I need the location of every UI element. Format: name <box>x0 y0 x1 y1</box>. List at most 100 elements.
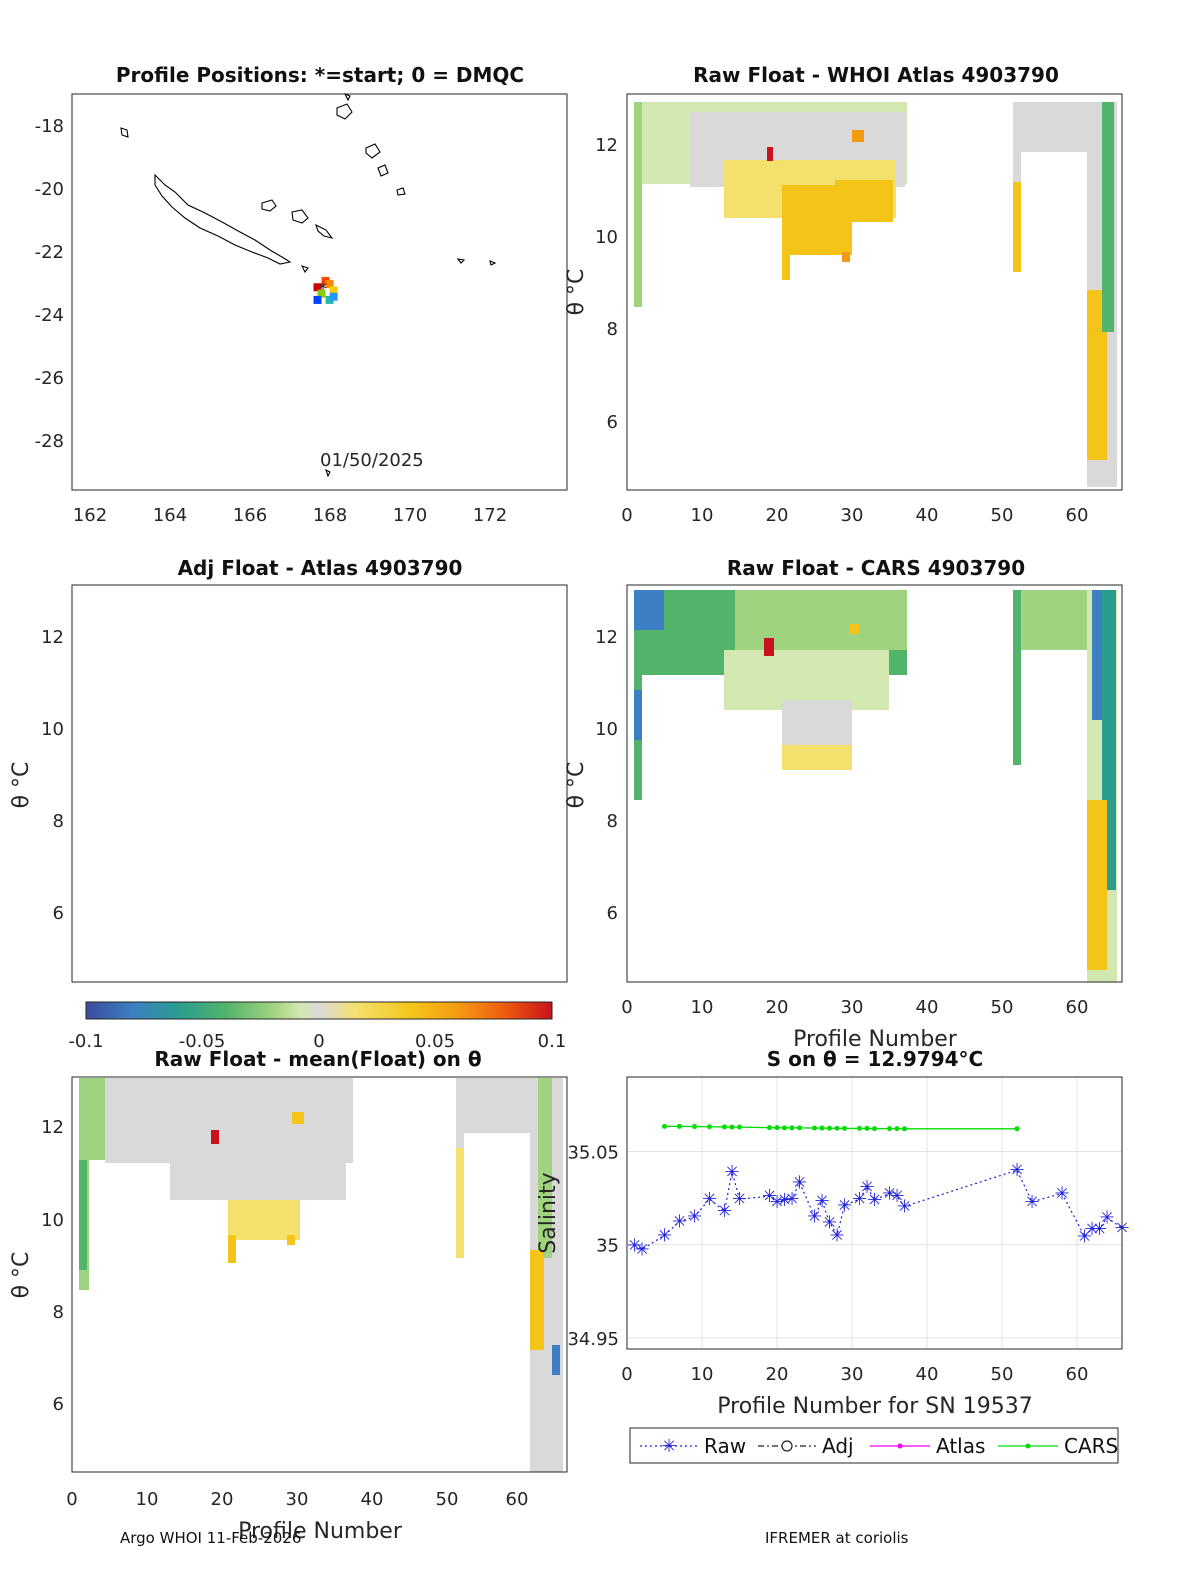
s-point-cars <box>692 1124 697 1130</box>
s-point-cars <box>819 1125 825 1131</box>
s-point-raw: ✳ <box>657 1225 672 1246</box>
s-point-raw: ✳ <box>882 1183 897 1204</box>
s-on-theta-legend: ✳ Raw Adj Atlas CARS <box>629 1427 1119 1464</box>
map-x-tick-label: 168 <box>313 505 347 526</box>
legend-raw-marker: ✳ <box>661 1436 676 1457</box>
s-on-theta-x-ticks: 0 10 20 30 40 50 60 <box>621 1364 1088 1385</box>
s-point-cars <box>707 1124 712 1130</box>
s-point-raw: ✳ <box>867 1190 882 1211</box>
raw-cars-cell <box>1021 590 1091 650</box>
map-float-position <box>313 283 322 292</box>
raw-whoi-y-tick-label: 10 <box>595 227 618 248</box>
s-x-tick-label: 50 <box>991 1364 1014 1385</box>
raw-cars-x-tick-label: 50 <box>991 997 1014 1018</box>
raw-whoi-x-tick-label: 10 <box>691 505 714 526</box>
s-point-raw: ✳ <box>852 1189 867 1210</box>
s-point-raw: ✳ <box>1009 1160 1024 1181</box>
panel-s-on-theta: S on θ = 12.9794°C ✳✳✳✳ ✳✳✳✳✳ ✳✳✳✳✳✳✳✳✳✳ ✳✳… <box>536 1047 1130 1464</box>
s-point-raw: ✳ <box>1084 1219 1099 1240</box>
raw-cars-cell <box>1013 590 1021 765</box>
s-point-raw: ✳ <box>822 1212 837 1233</box>
raw-whoi-cell <box>1021 102 1087 152</box>
raw-whoi-cell <box>634 102 642 307</box>
island-small-5 <box>489 260 497 266</box>
raw-whoi-x-tick-label: 20 <box>766 505 789 526</box>
raw-mean-ylabel: θ °C <box>9 1252 34 1299</box>
raw-mean-cell <box>464 1078 532 1133</box>
raw-mean-y-tick-label: 10 <box>41 1210 64 1231</box>
s-point-cars <box>722 1124 727 1130</box>
raw-whoi-x-ticks: 0 10 20 30 40 50 60 <box>621 505 1088 526</box>
raw-mean-x-tick-label: 0 <box>66 1489 77 1510</box>
s-point-cars <box>834 1125 840 1131</box>
raw-cars-cell <box>782 745 852 770</box>
raw-cars-x-tick-label: 0 <box>621 997 632 1018</box>
raw-cars-y-tick-label: 8 <box>607 811 618 832</box>
s-point-cars <box>774 1125 780 1131</box>
s-point-raw: ✳ <box>807 1207 822 1228</box>
s-point-raw: ✳ <box>1099 1208 1114 1229</box>
s-point-raw: ✳ <box>627 1236 642 1257</box>
s-on-theta-grid <box>626 1077 1122 1349</box>
s-series-line-cars <box>664 1125 1017 1130</box>
island-small-2 <box>300 265 309 274</box>
s-on-theta-ylabel: Salinity <box>536 1172 561 1253</box>
legend-raw-label: Raw <box>704 1434 746 1458</box>
raw-mean-cell <box>211 1130 219 1144</box>
s-point-cars <box>797 1125 802 1131</box>
raw-mean-cell <box>456 1078 464 1258</box>
s-y-tick-label: 35.05 <box>567 1143 619 1164</box>
island-north-1 <box>120 127 129 138</box>
s-point-raw: ✳ <box>1024 1192 1039 1213</box>
s-point-cars <box>842 1125 847 1131</box>
map-coastlines <box>120 92 497 478</box>
colorbar-tick-label: 0.1 <box>538 1031 567 1052</box>
s-point-cars <box>864 1125 870 1131</box>
s-point-cars <box>887 1126 892 1132</box>
new-caledonia-coast <box>154 173 292 265</box>
raw-mean-cell <box>228 1235 236 1263</box>
raw-mean-cell <box>538 1078 552 1258</box>
raw-cars-y-ticks: 6 8 10 12 <box>595 627 618 924</box>
raw-cars-axes-frame <box>626 584 1123 983</box>
s-point-raw: ✳ <box>732 1189 747 1210</box>
island-loyalty-3 <box>315 223 334 239</box>
s-on-theta-series: ✳✳✳✳ ✳✳✳✳✳ ✳✳✳✳✳✳✳✳✳✳ ✳✳✳ ✳✳✳✳✳ ✳✳✳✳✳ ✳ <box>627 1123 1130 1260</box>
panel-raw-whoi: Raw Float - WHOI Atlas 4903790 θ °C 0 10… <box>564 63 1123 526</box>
map-y-tick-label: -24 <box>35 305 64 326</box>
map-y-tick-label: -22 <box>35 242 64 263</box>
map-float-position <box>321 276 330 285</box>
map-y-tick-label: -26 <box>35 368 64 389</box>
map-y-tick-label: -28 <box>35 431 64 452</box>
start-marker: * <box>319 279 327 298</box>
island-vanuatu-3 <box>377 164 389 177</box>
s-on-theta-xlabel: Profile Number for SN 19537 <box>717 1394 1032 1419</box>
s-point-raw: ✳ <box>829 1225 844 1246</box>
s-point-raw: ✳ <box>702 1189 717 1210</box>
s-point-cars <box>894 1126 900 1132</box>
colorbar-tick-label: 0 <box>313 1031 324 1052</box>
raw-cars-cell <box>764 638 774 656</box>
raw-cars-xlabel: Profile Number <box>793 1027 958 1052</box>
s-point-cars <box>782 1125 787 1131</box>
map-title: Profile Positions: *=start; 0 = DMQC <box>116 63 524 87</box>
adj-atlas-y-ticks: 6 8 10 12 <box>41 627 64 924</box>
raw-whoi-x-tick-label: 60 <box>1066 505 1089 526</box>
map-float-positions <box>313 276 338 304</box>
island-loyalty-1 <box>261 199 277 212</box>
s-x-tick-label: 30 <box>841 1364 864 1385</box>
s-point-raw: ✳ <box>672 1211 687 1232</box>
s-point-raw: ✳ <box>814 1191 829 1212</box>
raw-whoi-cell <box>842 252 850 262</box>
raw-mean-y-tick-label: 12 <box>41 1117 64 1138</box>
map-annotation: 01/50/2025 <box>320 450 424 471</box>
s-x-tick-label: 10 <box>691 1364 714 1385</box>
raw-cars-cell <box>849 624 859 634</box>
map-x-ticks: 162 164 166 168 170 172 <box>73 505 507 526</box>
island-small-1 <box>343 92 351 102</box>
s-point-raw: ✳ <box>784 1189 799 1210</box>
raw-mean-y-ticks: 6 8 10 12 <box>41 1117 64 1415</box>
adj-atlas-y-tick-label: 10 <box>41 719 64 740</box>
map-float-position <box>325 280 334 289</box>
colorbar-tick-label: 0.05 <box>415 1031 455 1052</box>
